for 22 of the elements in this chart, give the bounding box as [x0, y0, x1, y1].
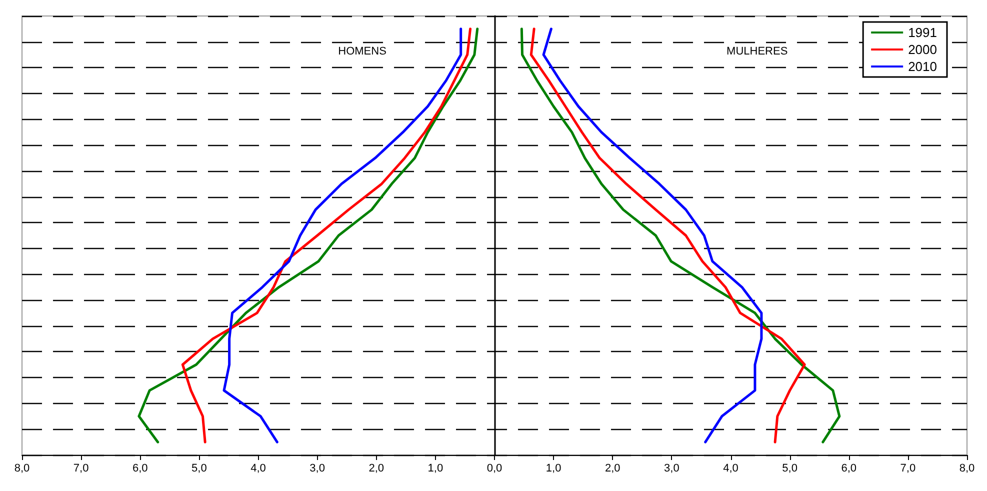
legend-label: 2000 [908, 42, 937, 57]
annotation: HOMENS [338, 46, 386, 58]
x-tick-label: 6,0 [132, 462, 148, 474]
x-tick-label: 7,0 [73, 462, 89, 474]
x-tick-label: 0,0 [486, 462, 502, 474]
x-tick-label: 1,0 [546, 462, 562, 474]
x-tick-label: 2,0 [368, 462, 384, 474]
x-tick-label: 5,0 [192, 462, 207, 474]
x-tick-label: 2,0 [604, 462, 620, 474]
x-tick-label: 8,0 [959, 462, 975, 474]
x-tick-label: 7,0 [900, 462, 916, 474]
x-tick-label: 4,0 [250, 462, 266, 474]
legend-label: 2010 [908, 59, 937, 74]
x-tick-label: 3,0 [310, 462, 325, 474]
x-tick-label: 3,0 [664, 462, 680, 474]
x-tick-label: 1,0 [428, 462, 444, 474]
legend-label: 1991 [908, 25, 937, 40]
x-tick-label: 6,0 [841, 462, 857, 474]
annotation: MULHERES [726, 46, 788, 58]
x-tick-label: 8,0 [14, 462, 30, 474]
x-tick-label: 4,0 [723, 462, 738, 474]
x-tick-label: 5,0 [782, 462, 798, 474]
